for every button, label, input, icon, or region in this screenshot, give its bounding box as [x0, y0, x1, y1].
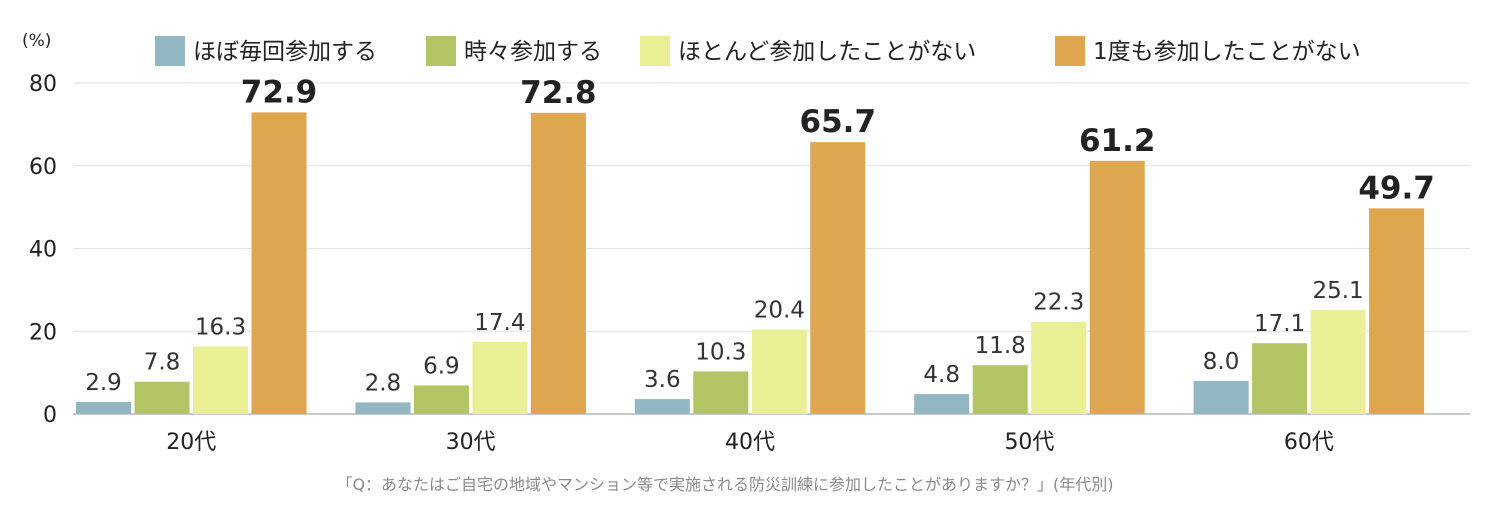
bar [76, 402, 131, 414]
y-tick-label: 60 [29, 155, 57, 180]
legend-label: ほとんど参加したことがない [678, 39, 976, 65]
x-tick-label: 60代 [1284, 430, 1334, 455]
data-label: 72.8 [520, 75, 597, 111]
data-label: 11.8 [975, 333, 1026, 359]
bars [76, 112, 1425, 414]
x-tick-label: 30代 [446, 430, 496, 455]
data-label: 10.3 [695, 339, 746, 365]
bar [634, 399, 690, 414]
data-label: 25.1 [1312, 278, 1363, 304]
data-label: 20.4 [754, 298, 805, 324]
data-label: 61.2 [1079, 123, 1156, 159]
bar [530, 112, 586, 414]
x-tick-label: 50代 [1004, 430, 1054, 455]
data-label: 3.6 [644, 367, 681, 393]
data-label: 16.3 [195, 315, 246, 341]
bar [810, 142, 866, 414]
bar [134, 381, 190, 414]
data-label: 7.8 [144, 350, 181, 376]
caption: 「Q：あなたはご自宅の地域やマンション等で実施される防災訓練に参加したことがあり… [336, 475, 1113, 494]
legend-swatch [1055, 36, 1085, 66]
bar [1310, 310, 1366, 414]
y-axis-ticks: 0 20 40 60 80 [29, 72, 57, 428]
bar [1089, 160, 1145, 414]
x-tick-label: 40代 [725, 430, 775, 455]
data-label: 22.3 [1033, 290, 1084, 316]
data-label: 2.8 [365, 370, 402, 396]
value-labels: 2.9 7.8 16.3 72.9 2.8 6.9 17.4 72.8 3.6 10.3 20.4 6… [85, 74, 1435, 396]
data-label: 17.1 [1254, 311, 1305, 337]
x-axis-labels: 20代 30代 40代 50代 60代 [166, 430, 1334, 455]
bar [1031, 321, 1087, 414]
bar [251, 112, 307, 414]
bar [693, 371, 749, 414]
legend-swatch [640, 36, 670, 66]
legend-swatch [426, 36, 456, 66]
data-label: 4.8 [923, 362, 960, 388]
x-tick-label: 20代 [166, 430, 216, 455]
data-label: 6.9 [423, 353, 460, 379]
y-tick-label: 20 [29, 320, 57, 345]
y-axis-unit: (%) [22, 31, 51, 51]
bar [1369, 208, 1425, 414]
bar [413, 385, 469, 414]
legend-label: ほぼ毎回参加する [193, 39, 377, 65]
bar [1193, 380, 1249, 414]
data-label: 65.7 [800, 104, 877, 140]
bar [1252, 343, 1308, 414]
data-label: 49.7 [1358, 170, 1435, 206]
bar [472, 342, 528, 414]
legend-label: 1度も参加したことがない [1093, 39, 1361, 65]
y-tick-label: 0 [43, 403, 57, 428]
legend-swatch [155, 36, 185, 66]
data-label: 72.9 [241, 74, 318, 110]
bar [972, 365, 1028, 414]
bar [751, 329, 807, 414]
bar [355, 402, 411, 414]
y-tick-label: 80 [29, 72, 57, 97]
bar [193, 346, 248, 414]
data-label: 8.0 [1203, 349, 1240, 375]
y-tick-label: 40 [29, 238, 57, 263]
data-label: 17.4 [474, 310, 525, 336]
legend-label: 時々参加する [464, 39, 602, 65]
legend: ほぼ毎回参加する 時々参加する ほとんど参加したことがない 1度も参加したことがない [155, 36, 1361, 66]
bar [914, 394, 970, 414]
data-label: 2.9 [85, 370, 122, 396]
